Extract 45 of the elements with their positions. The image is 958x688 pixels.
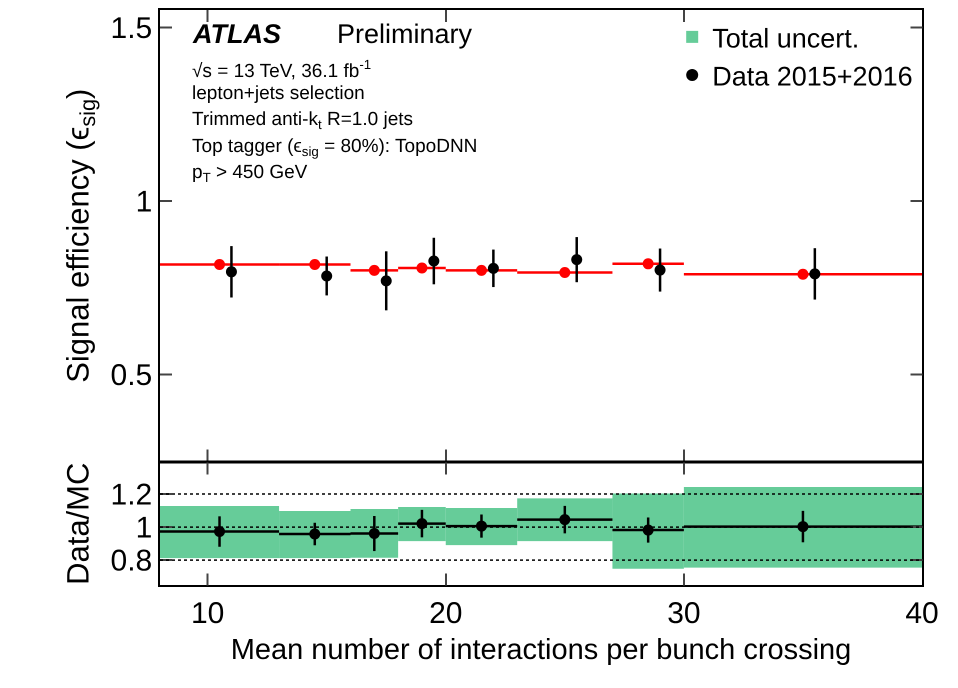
- point: [476, 520, 487, 532]
- point: [809, 268, 820, 280]
- point: [797, 268, 808, 280]
- point: [797, 521, 808, 532]
- y-tick-label: 0.5: [110, 359, 152, 392]
- x-tick-label: 10: [190, 596, 224, 630]
- point: [321, 270, 332, 282]
- point: [226, 266, 237, 278]
- annotation: Top tagger (ϵ$_{sig}$ = 80%): TopoDNN: [192, 136, 478, 159]
- annotation: ATLAS: [192, 19, 281, 49]
- point: [380, 275, 392, 286]
- point: [654, 264, 666, 276]
- y-axis-title: Data/MC: [60, 462, 96, 585]
- point: [368, 528, 380, 540]
- point: [416, 518, 428, 530]
- x-tick-label: 40: [905, 596, 939, 630]
- point: [309, 528, 320, 540]
- legend-label: Data 2015+2016: [712, 62, 913, 92]
- y-tick-label: 1.5: [110, 12, 152, 45]
- annotation: Preliminary: [337, 19, 473, 49]
- point: [559, 266, 570, 278]
- x-axis-title: Mean number of interactions per bunch crossing: [230, 634, 852, 666]
- point: [642, 258, 654, 270]
- annotation: Trimmed anti-k$_{t}$ R=1.0 jets: [192, 109, 414, 132]
- y-tick-label: 1: [136, 185, 152, 218]
- annotation: lepton+jets selection: [192, 83, 365, 104]
- legend-label: Total uncert.: [712, 23, 860, 54]
- point: [642, 524, 654, 536]
- point: [368, 264, 380, 276]
- y-tick-label: 1: [136, 512, 152, 545]
- x-tick-label: 20: [429, 596, 462, 630]
- y-tick-label: 1.2: [110, 478, 152, 512]
- annotation: √s = 13 TeV, 36.1 fb$^{-1}$: [192, 57, 372, 82]
- annotation: p$_{T}$ > 450 GeV: [192, 162, 308, 185]
- point: [416, 262, 428, 274]
- point: [476, 264, 487, 276]
- point: [559, 514, 570, 526]
- x-tick-label: 30: [667, 596, 701, 630]
- point: [571, 254, 582, 266]
- point: [428, 256, 440, 267]
- point: [214, 259, 226, 270]
- point: [214, 526, 226, 538]
- y-tick-label: 0.8: [110, 544, 152, 578]
- point: [488, 262, 499, 274]
- point: [309, 259, 320, 270]
